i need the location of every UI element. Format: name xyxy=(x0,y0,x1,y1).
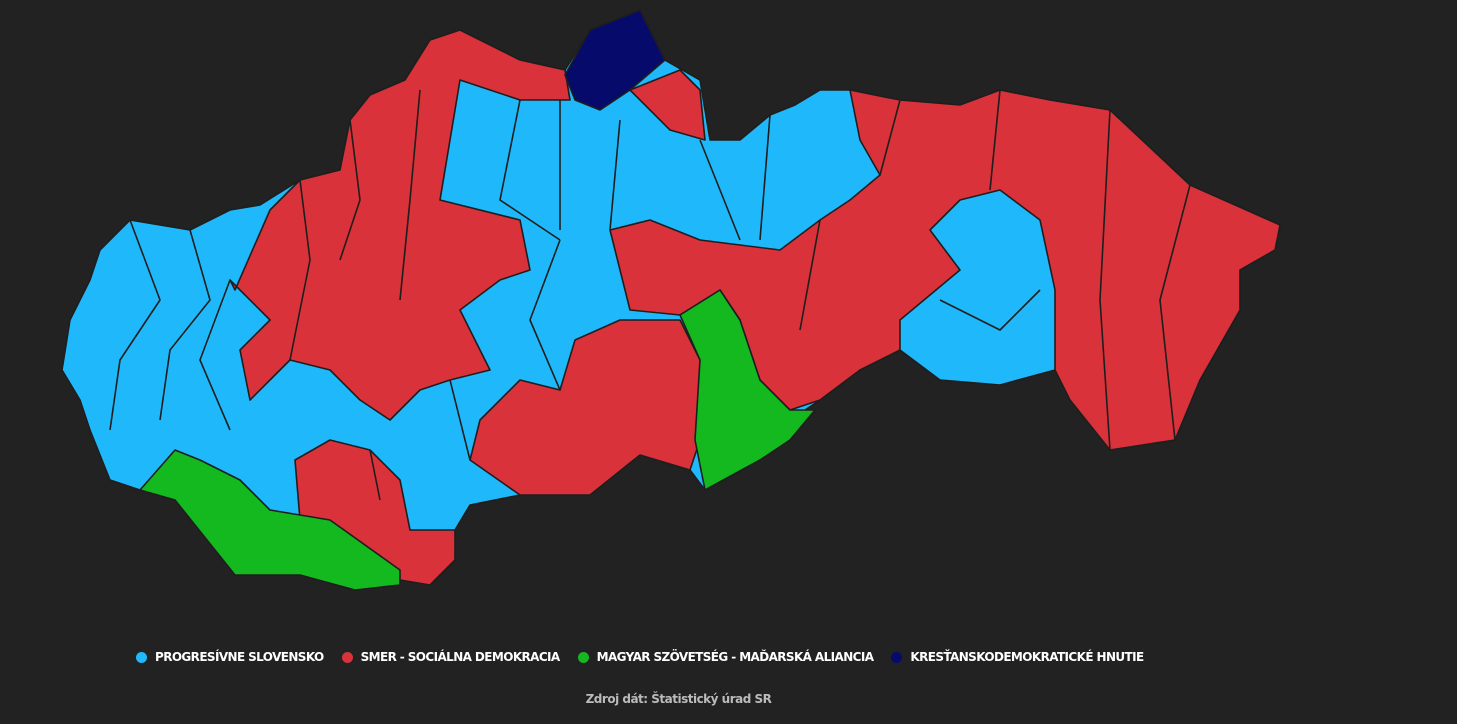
legend-label: SMER - SOCIÁLNA DEMOKRACIA xyxy=(360,650,561,664)
legend-item-kdh[interactable]: KRESŤANSKODEMOKRATICKÉ HNUTIE xyxy=(891,650,1144,664)
legend-label: MAGYAR SZÖVETSÉG - MAĎARSKÁ ALIANCIA xyxy=(596,650,874,664)
region-magyar-southwest[interactable] xyxy=(139,449,401,591)
legend-dot-icon xyxy=(341,651,353,663)
region-smer-central-south[interactable] xyxy=(469,319,701,496)
legend-dot-icon xyxy=(891,651,903,663)
region-smer-north[interactable] xyxy=(629,69,706,141)
legend-item-progresivne-slovensko[interactable]: PROGRESÍVNE SLOVENSKO xyxy=(136,650,324,664)
region-kdh-north[interactable] xyxy=(564,9,666,111)
legend-label: KRESŤANSKODEMOKRATICKÉ HNUTIE xyxy=(910,650,1144,664)
legend-dot-icon xyxy=(577,651,589,663)
legend-dot-icon xyxy=(136,651,147,663)
legend-item-magyar-szovetseg[interactable]: MAGYAR SZÖVETSÉG - MAĎARSKÁ ALIANCIA xyxy=(577,650,874,664)
data-source-note: Zdroj dát: Štatistický úrad SR xyxy=(585,692,772,706)
slovakia-district-map xyxy=(61,9,1281,591)
legend-item-smer[interactable]: SMER - SOCIÁLNA DEMOKRACIA xyxy=(341,650,561,664)
district-borders xyxy=(109,89,1191,501)
map-legend: PROGRESÍVNE SLOVENSKO SMER - SOCIÁLNA DE… xyxy=(136,650,1144,664)
region-smer-northwest[interactable] xyxy=(229,29,571,421)
region-magyar-south-central[interactable] xyxy=(679,289,816,491)
legend-label: PROGRESÍVNE SLOVENSKO xyxy=(155,650,324,664)
